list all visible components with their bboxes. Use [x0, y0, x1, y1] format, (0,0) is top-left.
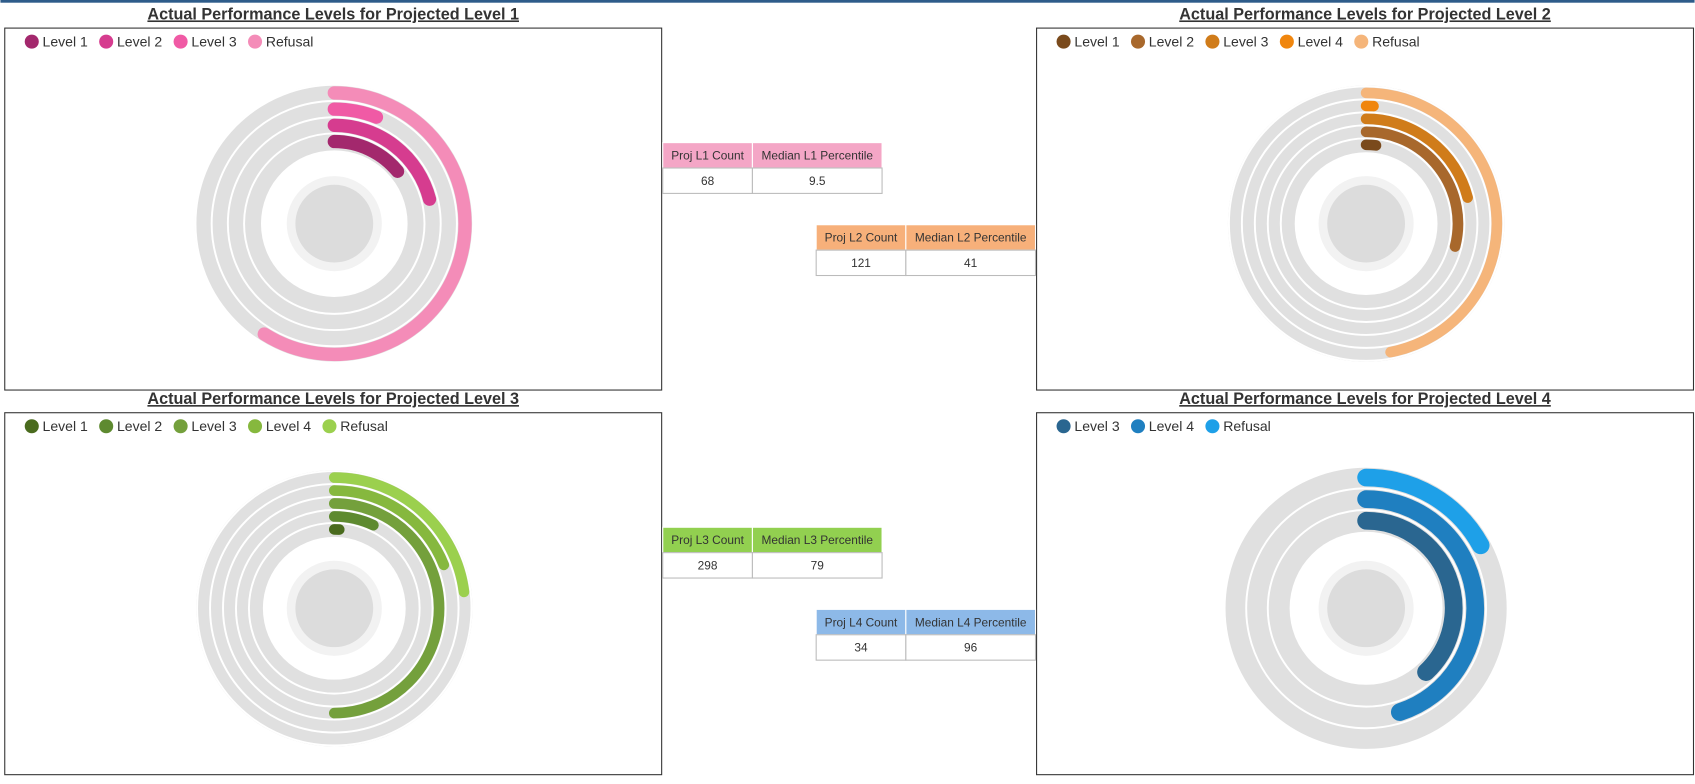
legend-label: Level 3	[191, 418, 236, 434]
legend-label: Refusal	[340, 418, 388, 434]
legend-swatch	[1280, 35, 1294, 49]
legend-swatch	[174, 419, 188, 433]
legend-label: Level 3	[1223, 33, 1268, 49]
table-header: Proj L2 Count	[825, 231, 898, 245]
chart-title: Actual Performance Levels for Projected …	[1179, 5, 1551, 23]
legend-label: Level 2	[117, 418, 162, 434]
table-header: Proj L3 Count	[671, 533, 744, 547]
legend-swatch	[1205, 419, 1219, 433]
legend-swatch	[1057, 35, 1071, 49]
legend-swatch	[248, 419, 262, 433]
legend-label: Level 2	[117, 33, 162, 49]
legend-label: Refusal	[1372, 33, 1420, 49]
table-value: 79	[811, 559, 825, 573]
legend-swatch	[1131, 419, 1145, 433]
table-header: Proj L4 Count	[825, 615, 898, 629]
center-disk	[1327, 185, 1405, 263]
legend-swatch	[322, 419, 336, 433]
radial-bar	[1366, 145, 1376, 146]
table-header: Median L2 Percentile	[915, 231, 1027, 245]
table-header: Median L3 Percentile	[761, 533, 873, 547]
legend-label: Level 3	[191, 33, 236, 49]
legend-label: Level 4	[266, 418, 311, 434]
legend-swatch	[1057, 419, 1071, 433]
legend-swatch	[1131, 35, 1145, 49]
chart-title: Actual Performance Levels for Projected …	[1179, 390, 1551, 408]
top-bar	[0, 0, 1694, 3]
legend-label: Level 4	[1149, 418, 1194, 434]
center-disk	[295, 569, 373, 647]
table-value: 34	[854, 641, 868, 655]
chart-title: Actual Performance Levels for Projected …	[147, 390, 519, 408]
table-header: Median L4 Percentile	[915, 615, 1027, 629]
legend-label: Refusal	[1223, 418, 1271, 434]
table-header: Proj L1 Count	[671, 149, 744, 163]
table-value: 121	[851, 256, 871, 270]
legend-swatch	[1354, 35, 1368, 49]
legend-label: Level 3	[1074, 418, 1119, 434]
table-value: 298	[698, 559, 718, 573]
chart-title: Actual Performance Levels for Projected …	[147, 5, 519, 23]
legend-swatch	[99, 35, 113, 49]
legend-label: Level 4	[1298, 33, 1343, 49]
center-disk	[295, 185, 373, 263]
table-value: 9.5	[809, 174, 826, 188]
legend-swatch	[25, 35, 39, 49]
legend-swatch	[174, 35, 188, 49]
legend-label: Level 1	[43, 418, 88, 434]
legend-swatch	[248, 35, 262, 49]
table-header: Median L1 Percentile	[761, 149, 873, 163]
legend-label: Refusal	[266, 33, 314, 49]
legend-label: Level 2	[1149, 33, 1194, 49]
table-value: 68	[701, 174, 715, 188]
legend-swatch	[1205, 35, 1219, 49]
legend-swatch	[99, 419, 113, 433]
legend-label: Level 1	[1074, 33, 1119, 49]
table-value: 41	[964, 256, 978, 270]
table-value: 96	[964, 641, 978, 655]
legend-swatch	[25, 419, 39, 433]
legend-label: Level 1	[43, 33, 88, 49]
center-disk	[1327, 569, 1405, 647]
